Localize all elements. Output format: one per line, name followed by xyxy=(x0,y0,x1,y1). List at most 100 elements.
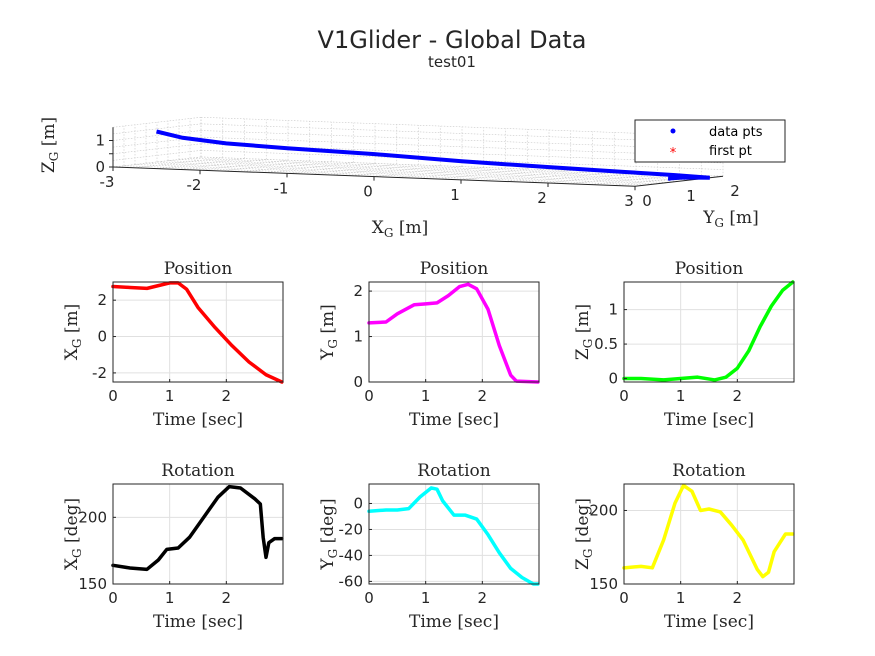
y-tick-label-3d: 2 xyxy=(730,182,740,200)
x-tick-label-3d: 2 xyxy=(537,189,547,207)
ticks-3d: -3 -2 -1 0 1 2 3 0 1 201 xyxy=(95,132,739,211)
y-tick-label: 0 xyxy=(353,494,363,512)
legend-marker-data-pts xyxy=(670,128,676,134)
series-line xyxy=(622,483,795,579)
plot-area xyxy=(369,282,539,382)
x-tick-label: 0 xyxy=(364,387,374,405)
y-axis-label: ZG [m] xyxy=(573,304,595,360)
y-tick-label: 2 xyxy=(353,282,363,300)
x-tick-label-3d: -2 xyxy=(187,176,202,194)
subplot-title: Rotation xyxy=(417,461,491,481)
y-tick-label-3d: 0 xyxy=(642,192,652,210)
x-tick-label: 0 xyxy=(619,387,629,405)
x-tick-label: 1 xyxy=(676,589,686,607)
x-tick-label-3d: -1 xyxy=(274,179,289,197)
x-tick-label-3d: 1 xyxy=(450,186,460,204)
x-tick-label: 2 xyxy=(733,387,743,405)
x-tick-label: 0 xyxy=(108,589,118,607)
y-tick-label: 1 xyxy=(608,301,618,319)
subplot-title: Position xyxy=(675,259,744,279)
x-tick-label: 1 xyxy=(421,589,431,607)
legend-box xyxy=(634,119,786,163)
axes-frame xyxy=(623,281,795,383)
axes-frame xyxy=(368,281,540,383)
subplot-title: Position xyxy=(420,259,489,279)
x-axis-label-3d: XG [m] xyxy=(372,218,429,240)
grid-line xyxy=(145,162,669,183)
subplot-2: 0 1 2 0 1 2 Position Time [sec] YG [m] xyxy=(318,259,540,430)
x-tick-label: 0 xyxy=(364,589,374,607)
grid-line xyxy=(167,160,691,181)
grid-line xyxy=(178,159,702,179)
x-tick-label: 2 xyxy=(222,589,232,607)
y-tick-label: -60 xyxy=(339,572,364,590)
x-axis-label: Time [sec] xyxy=(664,612,754,632)
x-axis-label: Time [sec] xyxy=(409,410,499,430)
y-tick-label: 0 xyxy=(97,328,107,346)
figure-title: V1Glider - Global Data xyxy=(318,26,587,54)
axes-frame xyxy=(623,483,795,585)
y-tick-label: 0 xyxy=(353,373,363,391)
x-tick-label: 0 xyxy=(619,589,629,607)
subplot-6: 0 1 2 150 200 Rotation Time [sec] ZG [deg] xyxy=(573,461,795,632)
y-tick-label: -2 xyxy=(92,364,107,382)
legend-label-data-pts: data pts xyxy=(709,125,763,140)
grid-3d xyxy=(112,116,724,187)
grid-line xyxy=(189,157,713,178)
legend: data pts * first pt xyxy=(634,119,786,163)
y-tick-label: 1 xyxy=(353,328,363,346)
series-data-pts xyxy=(156,129,710,181)
y-tick-label: -40 xyxy=(339,546,364,564)
y-tick-label: 200 xyxy=(589,501,618,519)
grid-line xyxy=(156,161,680,182)
series-line xyxy=(367,282,540,384)
x-tick-label: 2 xyxy=(478,387,488,405)
y-tick-label: 150 xyxy=(589,575,618,593)
subplot-title: Position xyxy=(164,259,233,279)
axes-frame xyxy=(112,281,284,383)
subplot-5: 0 1 2 -60 -40 -20 0 Rotation Time [sec] YG [deg] xyxy=(318,461,540,632)
x-axis-label: Time [sec] xyxy=(664,410,754,430)
series-line xyxy=(622,280,795,382)
x-tick-label: 1 xyxy=(421,387,431,405)
y-tick-label: 0 xyxy=(608,370,618,388)
legend-label-first-pt: first pt xyxy=(709,144,752,159)
y-tick-label: 200 xyxy=(78,508,107,526)
x-tick-label-3d: 0 xyxy=(363,183,373,201)
x-tick-label: 2 xyxy=(222,387,232,405)
x-axis-label: Time [sec] xyxy=(409,612,499,632)
y-axis-label-3d: YG [m] xyxy=(702,208,759,230)
x-tick-label-3d: 3 xyxy=(624,192,634,210)
y-tick-label: 0.5 xyxy=(594,335,618,353)
y-tick-label-3d: 1 xyxy=(686,187,696,205)
x-tick-label-3d: -3 xyxy=(100,173,115,191)
axes-frame xyxy=(112,483,284,585)
legend-marker-first-pt: * xyxy=(670,146,677,161)
y-axis-label: ZG [deg] xyxy=(573,498,595,570)
axes-frame xyxy=(368,483,540,585)
grid-line xyxy=(123,165,647,186)
series-line xyxy=(111,281,284,384)
plot-area xyxy=(624,282,794,382)
chart-3d-trajectory: -3 -2 -1 0 1 2 3 0 1 201 XG [m] YG [m] ZG [m] dat… xyxy=(39,116,786,240)
subplot-4: 0 1 2 150 200 Rotation Time [sec] XG [deg] xyxy=(62,461,284,632)
y-tick-label: 150 xyxy=(78,575,107,593)
series-line xyxy=(367,486,540,586)
series-line xyxy=(111,484,284,572)
x-tick-label: 1 xyxy=(165,589,175,607)
x-tick-label: 2 xyxy=(478,589,488,607)
grid-line xyxy=(134,164,658,184)
y-axis-label: YG [m] xyxy=(318,304,340,361)
z-tick-label-3d: 0 xyxy=(95,158,105,176)
subplot-title: Rotation xyxy=(161,461,235,481)
x-tick-label: 0 xyxy=(108,387,118,405)
y-axis-label: XG [m] xyxy=(62,304,84,361)
z-tick-label-3d: 1 xyxy=(95,132,105,150)
y-tick-label: -20 xyxy=(339,520,364,538)
z-axis-label-3d: ZG [m] xyxy=(39,117,61,173)
x-tick-label: 1 xyxy=(676,387,686,405)
figure-subtitle: test01 xyxy=(428,53,476,71)
